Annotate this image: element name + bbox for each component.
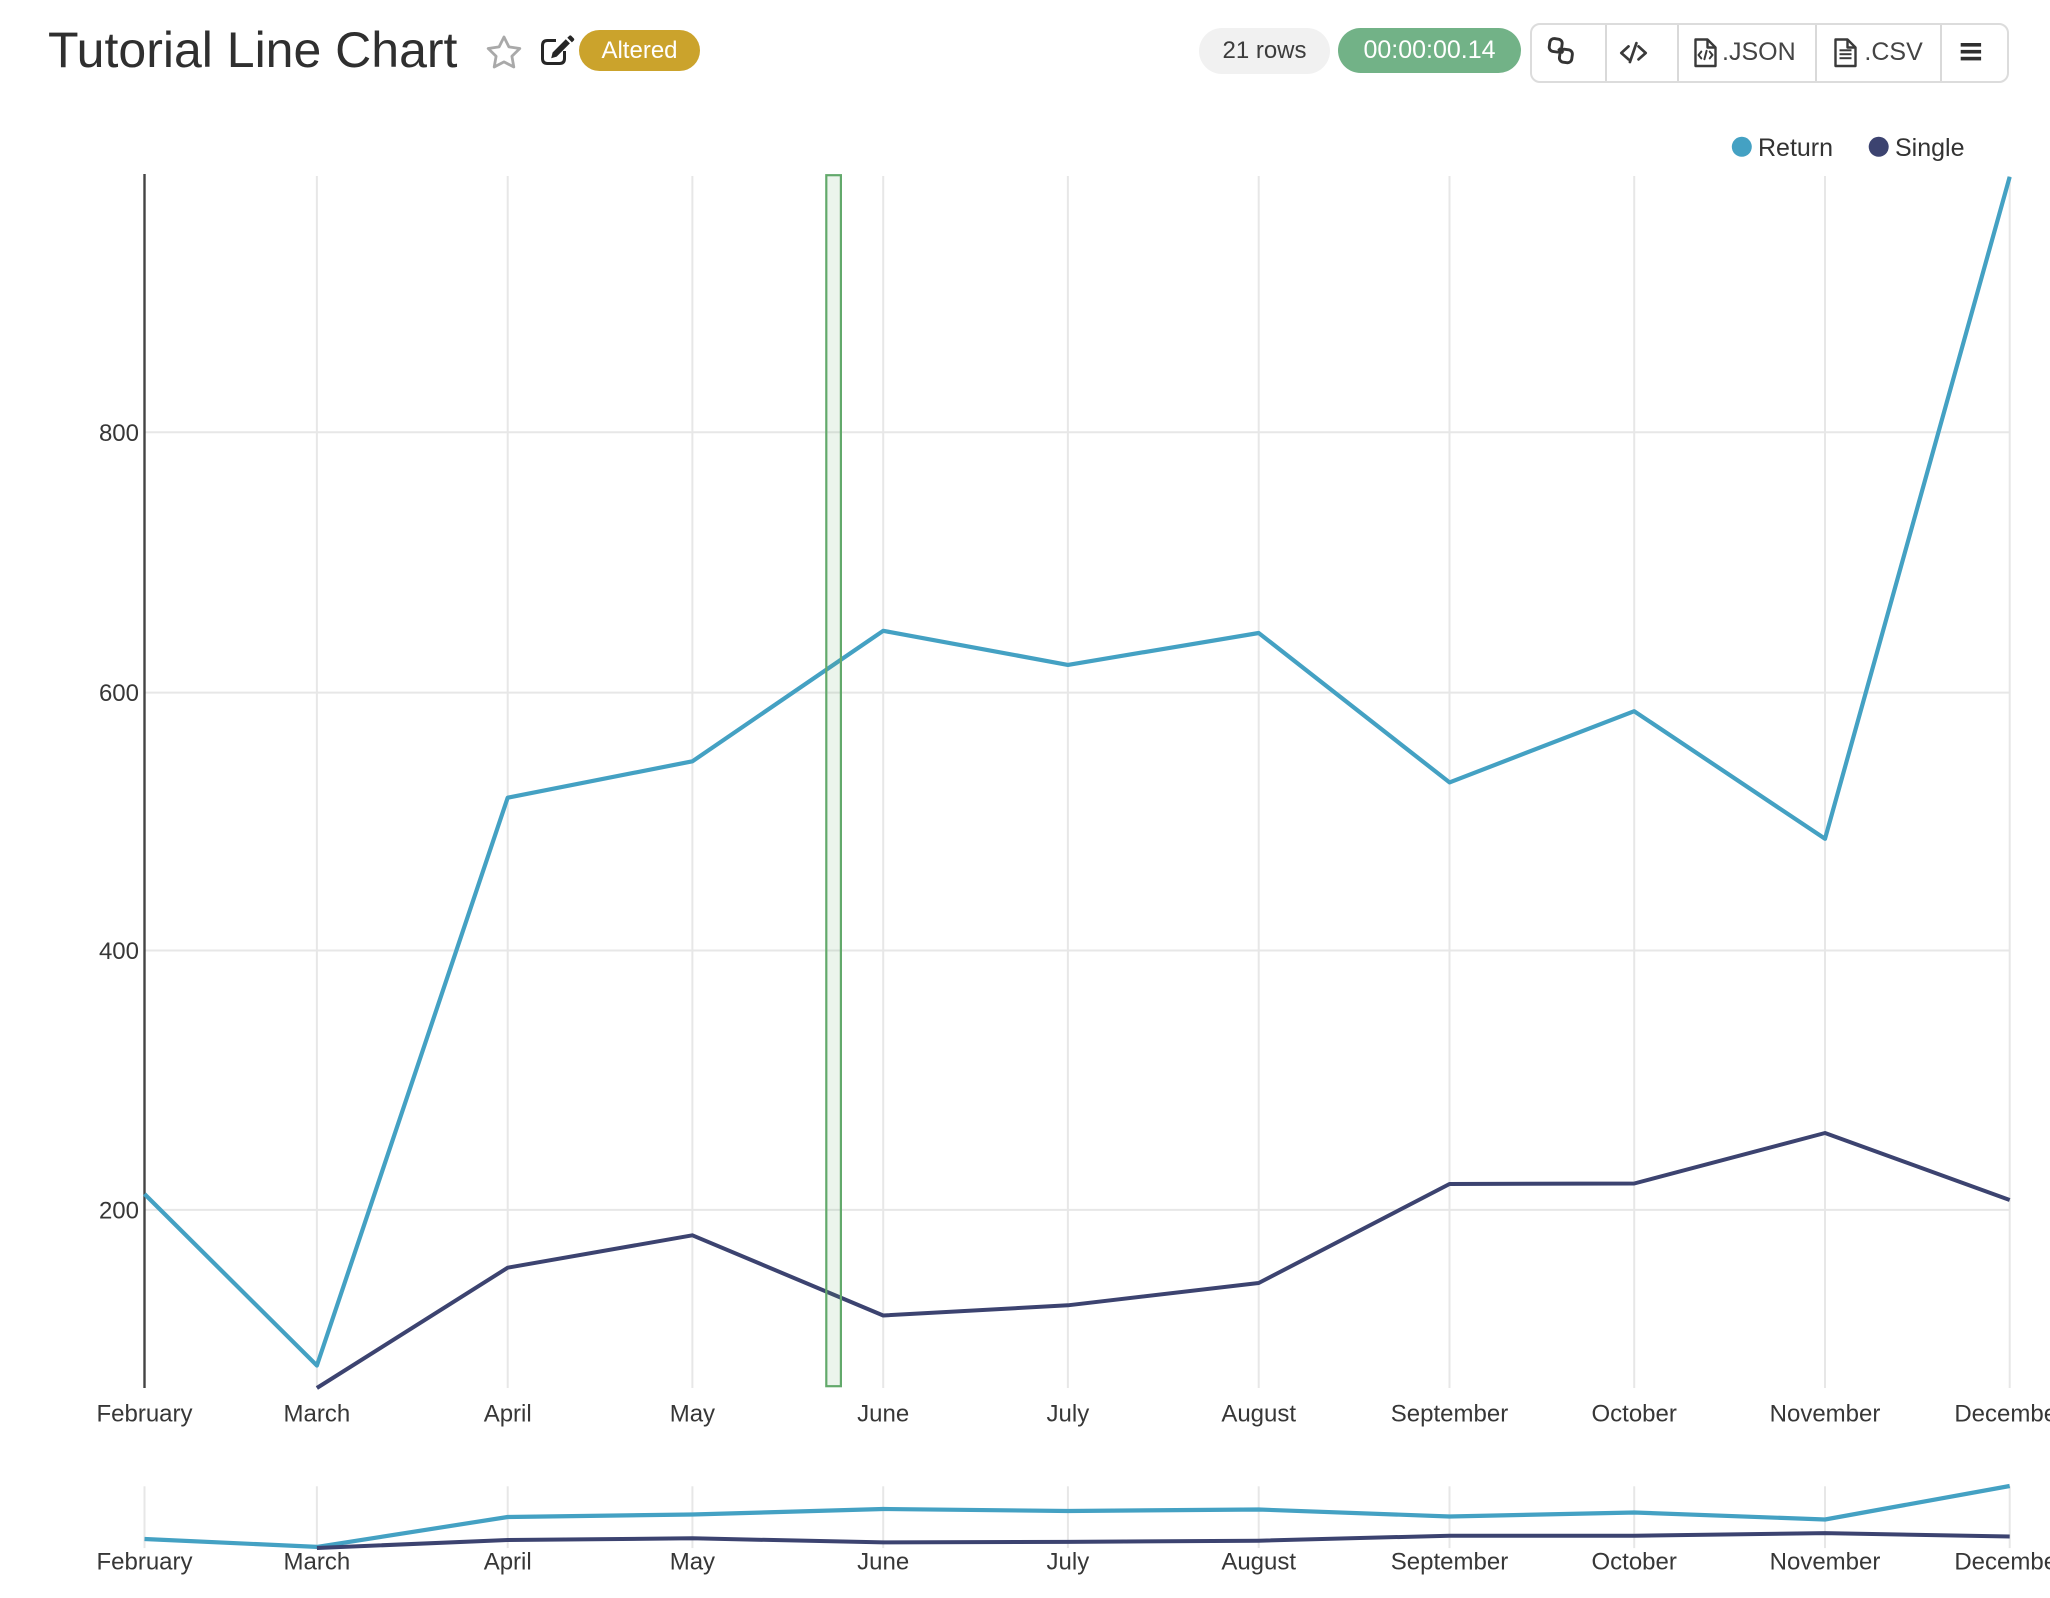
svg-text:June: June — [857, 1549, 909, 1576]
svg-text:May: May — [670, 1401, 715, 1428]
svg-text:October: October — [1592, 1401, 1677, 1428]
svg-text:May: May — [670, 1549, 715, 1576]
svg-text:.JSON: .JSON — [1722, 38, 1796, 66]
svg-text:December: December — [1954, 1549, 2050, 1576]
svg-text:April: April — [484, 1401, 532, 1428]
svg-text:September: September — [1391, 1549, 1508, 1576]
svg-text:August: August — [1221, 1549, 1296, 1576]
svg-text:October: October — [1592, 1549, 1677, 1576]
svg-text:600: 600 — [99, 680, 139, 707]
svg-text:September: September — [1391, 1401, 1508, 1428]
svg-text:April: April — [484, 1549, 532, 1576]
svg-text:August: August — [1221, 1401, 1296, 1428]
svg-text:200: 200 — [99, 1198, 139, 1225]
svg-text:March: March — [284, 1549, 351, 1576]
svg-text:.CSV: .CSV — [1864, 38, 1923, 66]
svg-text:Single: Single — [1895, 134, 1965, 162]
svg-text:July: July — [1047, 1549, 1090, 1576]
svg-text:June: June — [857, 1401, 909, 1428]
svg-text:February: February — [96, 1401, 192, 1428]
svg-text:November: November — [1770, 1549, 1881, 1576]
svg-text:March: March — [284, 1401, 351, 1428]
svg-text:February: February — [96, 1549, 192, 1576]
svg-text:400: 400 — [99, 938, 139, 965]
svg-text:November: November — [1770, 1401, 1881, 1428]
svg-text:Return: Return — [1758, 134, 1833, 162]
svg-text:800: 800 — [99, 420, 139, 447]
svg-text:July: July — [1047, 1401, 1090, 1428]
svg-text:December: December — [1954, 1401, 2050, 1428]
